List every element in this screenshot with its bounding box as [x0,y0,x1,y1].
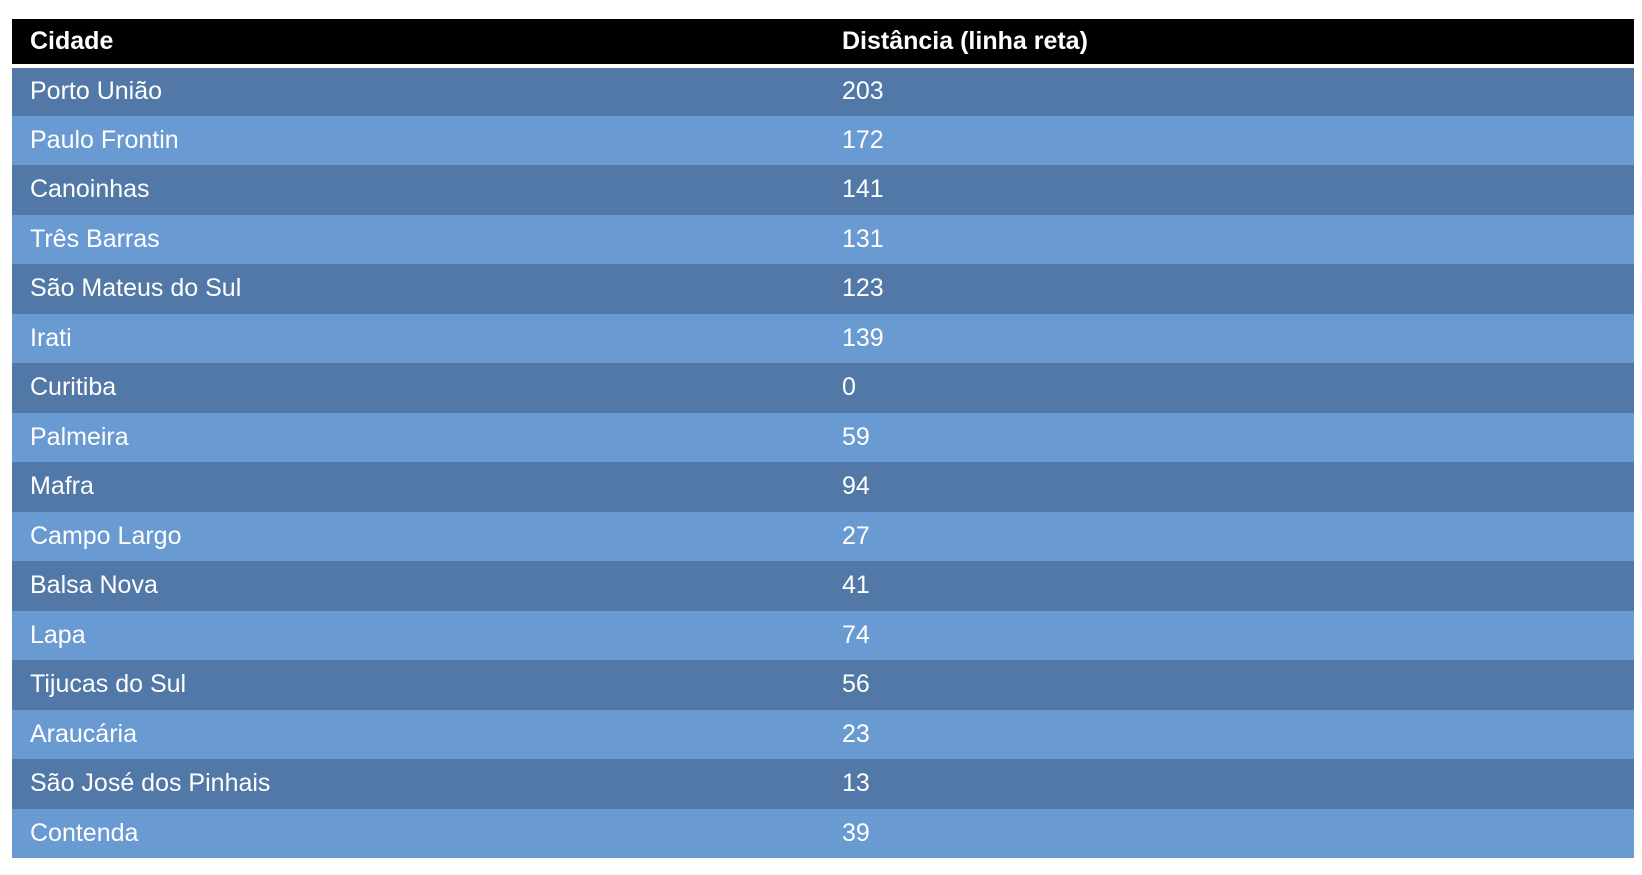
city-cell: Paulo Frontin [30,125,179,154]
distance-cell: 0 [842,373,856,402]
table-row: Araucária 23 [12,709,1634,759]
city-cell: Curitiba [30,373,117,402]
city-cell: Balsa Nova [30,571,158,600]
table-body: Porto União 203 Paulo Frontin 172 Canoinhas 1… [12,66,1634,858]
distance-cell: 139 [842,323,884,352]
distance-cell: 131 [842,224,884,253]
city-cell: Contenda [30,818,139,847]
city-cell: Campo Largo [30,521,182,550]
distance-table: Cidade Distância (linha reta) Porto Uniã… [12,19,1634,858]
distance-cell: 94 [842,472,870,501]
table-row: Curitiba 0 [12,363,1634,413]
distance-cell: 74 [842,620,870,649]
header-cidade: Cidade [12,19,824,68]
city-cell: São José dos Pinhais [30,769,271,798]
table-row: São Mateus do Sul 123 [12,264,1634,314]
city-cell: Palmeira [30,422,129,451]
distance-cell: 27 [842,521,870,550]
table-row: Canoinhas 141 [12,165,1634,215]
distance-table-container: Cidade Distância (linha reta) Porto Uniã… [12,19,1634,858]
table-row: Paulo Frontin 172 [12,115,1634,165]
city-cell: Tijucas do Sul [30,670,187,699]
city-cell: São Mateus do Sul [30,274,242,303]
table-row: Lapa 74 [12,610,1634,660]
city-cell: Lapa [30,620,86,649]
city-cell: Mafra [30,472,94,501]
table-row: Palmeira 59 [12,412,1634,462]
table-row: Balsa Nova 41 [12,561,1634,611]
distance-cell: 141 [842,175,884,204]
distance-cell: 203 [842,77,884,106]
table-row: Mafra 94 [12,462,1634,512]
distance-cell: 59 [842,422,870,451]
city-cell: Araucária [30,719,137,748]
city-cell: Porto União [30,77,163,106]
table-row: Irati 139 [12,313,1634,363]
distance-cell: 41 [842,571,870,600]
table-row: São José dos Pinhais 13 [12,759,1634,809]
table-header: Cidade Distância (linha reta) [12,19,1634,68]
distance-cell: 123 [842,274,884,303]
distance-cell: 56 [842,670,870,699]
table-row: Contenda 39 [12,808,1634,858]
header-row: Cidade Distância (linha reta) [12,19,1634,68]
city-cell: Irati [30,323,72,352]
table-row: Campo Largo 27 [12,511,1634,561]
header-distancia: Distância (linha reta) [824,19,1634,68]
distance-cell: 39 [842,818,870,847]
city-cell: Três Barras [30,224,160,253]
distance-cell: 172 [842,125,884,154]
distance-cell: 23 [842,719,870,748]
table-row: Três Barras 131 [12,214,1634,264]
table-row: Porto União 203 [12,66,1634,116]
table-row: Tijucas do Sul 56 [12,660,1634,710]
distance-cell: 13 [842,769,870,798]
city-cell: Canoinhas [30,175,150,204]
